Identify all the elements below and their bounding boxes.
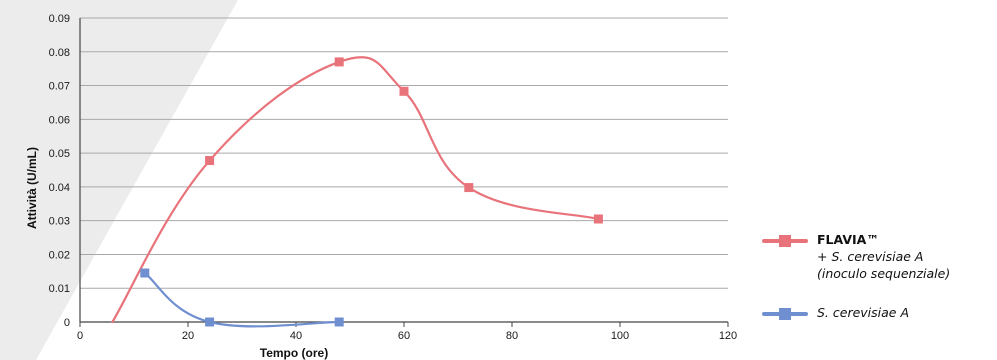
legend-label-scerevisiae: S. cerevisiae A: [817, 305, 910, 320]
data-point-series-0: [399, 86, 409, 96]
legend-sublabel-1: + S. cerevisiae A: [817, 249, 924, 264]
legend-sublabel-2: (inoculo sequenziale): [817, 266, 951, 281]
legend-text-flavia: FLAVIA™ + S. cerevisiae A (inoculo seque…: [817, 231, 950, 282]
series-layer: [111, 56, 603, 328]
y-tick-label: 0.03: [49, 216, 70, 228]
gridlines: [80, 17, 728, 323]
y-tick-labels: 0 0.01 0.02 0.03 0.04 0.05 0.06 0.07 0.08 0.09: [49, 13, 70, 329]
legend-swatch-scerevisiae: [762, 304, 808, 324]
y-tick-label: 0.05: [49, 148, 70, 160]
legend-marker-scerevisiae: [779, 308, 791, 320]
legend-marker-flavia: [779, 235, 791, 247]
y-tick-label: 0.07: [49, 81, 70, 93]
legend-label-flavia: FLAVIA™: [817, 232, 879, 247]
data-point-series-1: [334, 317, 344, 327]
x-axis-title: Tempo (ore): [260, 346, 328, 360]
legend-item-flavia: FLAVIA™ + S. cerevisiae A (inoculo seque…: [762, 231, 997, 281]
data-point-series-1: [140, 268, 150, 278]
y-tick-label: 0.06: [49, 114, 70, 126]
y-axis-title: Attività (U/mL): [25, 147, 39, 229]
x-tick-label: 40: [290, 330, 302, 342]
legend-text-scerevisiae: S. cerevisiae A: [817, 304, 909, 321]
legend: FLAVIA™ + S. cerevisiae A (inoculo seque…: [762, 231, 997, 324]
data-point-series-0: [593, 214, 603, 224]
y-tick-label: 0.09: [49, 13, 70, 25]
x-tick-label: 120: [719, 330, 737, 342]
data-point-series-0: [464, 183, 474, 193]
x-tick-label: 0: [77, 330, 83, 342]
legend-swatch-flavia: [762, 231, 808, 251]
x-tick-label: 20: [182, 330, 194, 342]
legend-item-scerevisiae: S. cerevisiae A: [762, 304, 997, 324]
data-point-series-1: [205, 317, 215, 327]
y-tick-label: 0.04: [49, 182, 70, 194]
y-tick-label: 0.08: [49, 47, 70, 59]
series-line-0: [111, 56, 600, 324]
y-tick-label: 0.02: [49, 249, 70, 261]
x-tick-label: 100: [611, 330, 629, 342]
data-point-series-0: [334, 57, 344, 67]
x-tick-labels: 0 20 40 60 80 100 120: [77, 330, 737, 342]
x-tick-label: 80: [506, 330, 518, 342]
y-tick-label: 0: [64, 317, 70, 329]
series-line-1: [143, 271, 341, 328]
y-tick-label: 0.01: [49, 283, 70, 295]
x-tick-label: 60: [398, 330, 410, 342]
data-point-series-0: [205, 156, 215, 166]
axes: [79, 18, 729, 327]
